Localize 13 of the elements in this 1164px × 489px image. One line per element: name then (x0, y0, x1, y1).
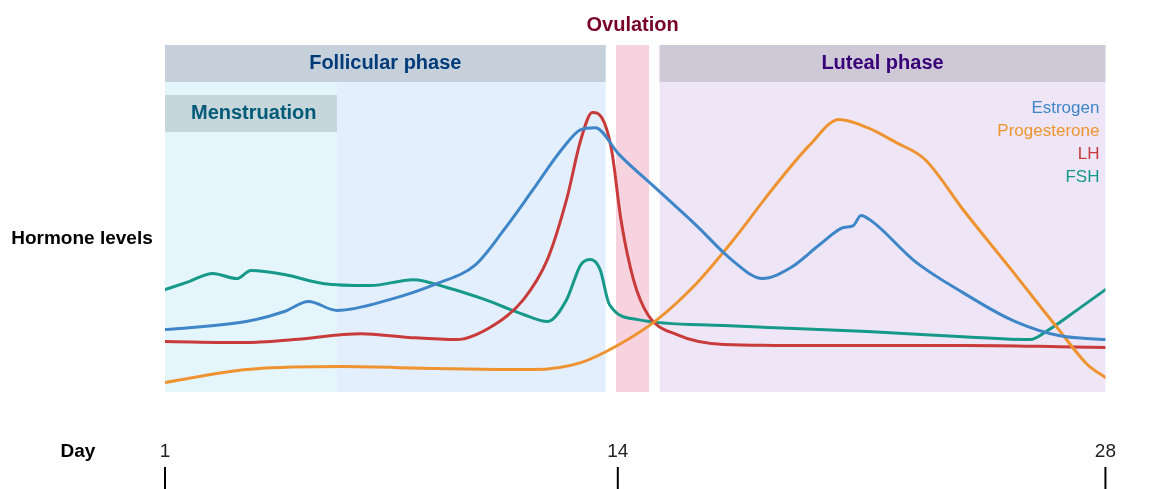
x-axis-title: Day (60, 440, 96, 462)
band-label: Follicular phase (309, 51, 462, 74)
band-label: Ovulation (586, 12, 679, 35)
text: FSH (1065, 166, 1100, 186)
x-tick-label: 28 (1094, 439, 1116, 461)
band-label: Menstruation (191, 101, 317, 124)
x-tick-label: 1 (159, 439, 171, 461)
x-tick-label: 14 (607, 439, 629, 461)
text: Estrogen (1031, 97, 1100, 117)
y-axis-title: Hormone levels (11, 226, 153, 248)
band-label: Luteal phase (821, 51, 944, 74)
text: LH (1077, 143, 1100, 163)
text: Progesterone (997, 120, 1100, 140)
